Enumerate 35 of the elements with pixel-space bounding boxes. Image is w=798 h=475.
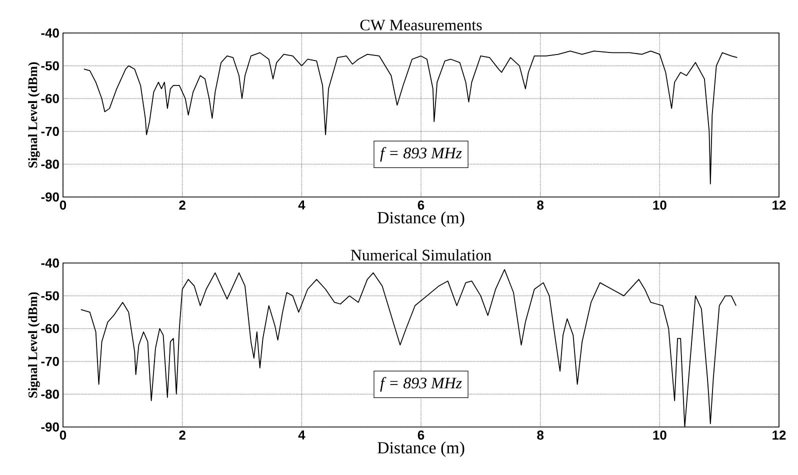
x-tick-label: 2 (179, 430, 186, 440)
y-tick-label: -90 (41, 192, 59, 202)
y-tick-label: -90 (41, 422, 59, 432)
y-tick-label: -80 (41, 160, 59, 169)
x-axis-title: Distance (m) (378, 442, 464, 457)
y-axis-title: Signal Level (dBm) (28, 62, 40, 168)
y-tick-label: -50 (41, 291, 59, 300)
annotation: f = 893 MHz (380, 377, 462, 392)
x-tick-label: 2 (179, 200, 186, 210)
y-tick-label: -40 (41, 258, 59, 268)
x-axis-title: Distance (m) (378, 212, 464, 227)
y-tick-label: -70 (41, 126, 59, 136)
chart-title: Numerical Simulation (350, 249, 492, 261)
x-tick-label: 4 (298, 200, 306, 210)
y-tick-label: -60 (41, 94, 59, 104)
x-tick-label: 4 (298, 430, 306, 440)
chart-title: CW Measurements (360, 20, 482, 30)
y-tick-label: -50 (41, 61, 59, 70)
x-tick-label: 10 (653, 430, 666, 440)
x-tick-label: 12 (772, 200, 786, 210)
x-tick-label: 12 (772, 430, 786, 440)
y-tick-label: -70 (41, 356, 59, 366)
x-tick-label: 0 (60, 430, 66, 440)
y-tick-label: -80 (41, 390, 59, 399)
line-series (83, 50, 738, 184)
x-tick-label: 6 (418, 200, 424, 210)
y-tick-label: -40 (41, 28, 59, 38)
annotation: f = 893 MHz (380, 147, 462, 162)
x-tick-label: 8 (537, 430, 544, 440)
y-axis-title: Signal Level (dBm) (28, 292, 40, 398)
x-tick-label: 8 (537, 200, 544, 210)
y-tick-label: -60 (41, 324, 59, 334)
x-tick-label: 0 (60, 200, 66, 210)
x-tick-label: 10 (653, 200, 666, 210)
x-tick-label: 6 (418, 430, 424, 440)
